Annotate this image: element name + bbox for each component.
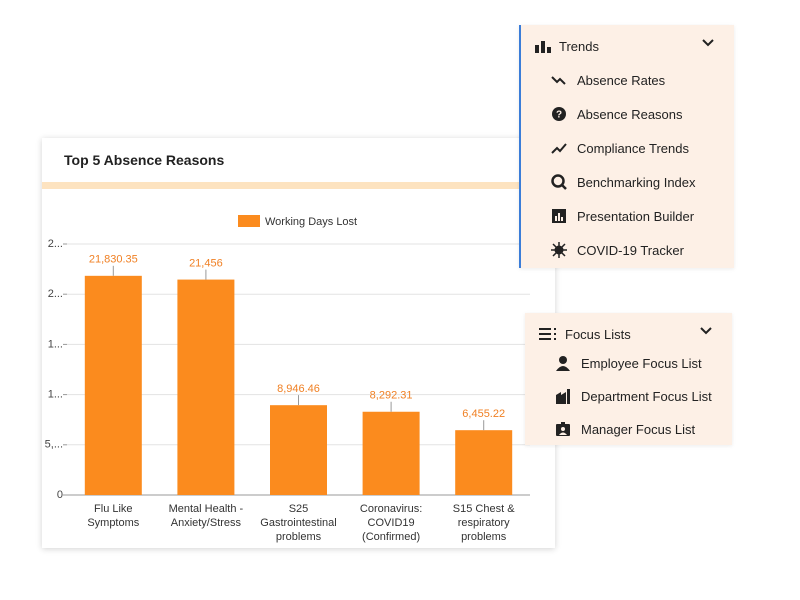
menu-item[interactable]: Employee Focus List [555, 354, 702, 372]
x-tick-label: Flu Like Symptoms [87, 503, 140, 529]
menu-item-label: Employee Focus List [581, 355, 702, 371]
y-tick-label: 1... [48, 338, 63, 350]
value-label: 21,456 [189, 257, 223, 269]
card-stripe [42, 182, 555, 189]
icon [551, 76, 566, 85]
icon [552, 209, 566, 223]
menu-item[interactable]: Compliance Trends [551, 139, 689, 157]
legend-label: Working Days Lost [265, 216, 357, 228]
menu-header[interactable]: Trends [535, 37, 599, 55]
y-tick-label: 1... [48, 389, 63, 401]
x-tick-label: Coronavirus: COVID19 (Confirmed) [359, 503, 423, 543]
legend-swatch [238, 215, 260, 227]
chevron[interactable] [702, 39, 714, 47]
menu-item[interactable]: Presentation Builder [551, 207, 694, 225]
menu-item-label: Compliance Trends [577, 140, 689, 156]
x-tick-label: Mental Health - Anxiety/Stress [168, 503, 244, 529]
value-label: 6,455.22 [462, 408, 505, 420]
menu-title: Focus Lists [565, 326, 631, 342]
menu-title: Trends [559, 38, 599, 54]
icon: ? [552, 107, 566, 121]
value-label: 8,292.31 [370, 390, 413, 402]
icon [551, 143, 567, 154]
icon [539, 328, 556, 340]
x-tick-label: S25 Gastrointestinal problems [260, 503, 337, 543]
focus-menu: Focus Lists Employee Focus List Departme… [525, 313, 732, 445]
menu-item[interactable]: COVID-19 Tracker [551, 241, 684, 259]
chart-title: Top 5 Absence Reasons [64, 152, 225, 168]
icon [551, 174, 567, 190]
x-tick-label: S15 Chest & respiratory problems [452, 503, 515, 543]
value-label: 21,830.35 [89, 254, 138, 266]
menu-item-label: Absence Reasons [577, 106, 683, 122]
menu-item-label: Benchmarking Index [577, 174, 696, 190]
bar [270, 405, 327, 495]
bar [177, 279, 235, 495]
menu-item[interactable]: ? Absence Reasons [551, 105, 683, 123]
menu-item[interactable]: Department Focus List [555, 387, 712, 405]
y-tick-label: 5,... [45, 439, 63, 451]
menu-item[interactable]: Absence Rates [551, 71, 665, 89]
menu-item[interactable]: Benchmarking Index [551, 173, 696, 191]
y-tick-label: 2... [48, 238, 63, 250]
y-tick-label: 0 [57, 489, 63, 501]
y-tick-label: 2... [48, 288, 63, 300]
icon [556, 422, 570, 436]
menu-item-label: Department Focus List [581, 388, 712, 404]
trends-menu: Trends Absence Rates ? Absence Reasons Co… [519, 25, 734, 268]
bar [84, 275, 142, 495]
svg-text:?: ? [556, 110, 562, 121]
bar [362, 411, 420, 495]
icon [556, 389, 570, 404]
menu-item-label: COVID-19 Tracker [577, 242, 684, 258]
menu-item-label: Presentation Builder [577, 208, 695, 224]
bar [455, 430, 513, 495]
icon [551, 242, 567, 258]
menu-item-label: Manager Focus List [581, 421, 696, 437]
icon [556, 356, 570, 371]
value-label: 8,946.46 [277, 383, 320, 395]
icon [535, 41, 551, 53]
chevron[interactable] [700, 327, 712, 335]
menu-header[interactable]: Focus Lists [539, 325, 631, 343]
menu-item[interactable]: Manager Focus List [555, 420, 695, 438]
menu-item-label: Absence Rates [577, 72, 666, 88]
